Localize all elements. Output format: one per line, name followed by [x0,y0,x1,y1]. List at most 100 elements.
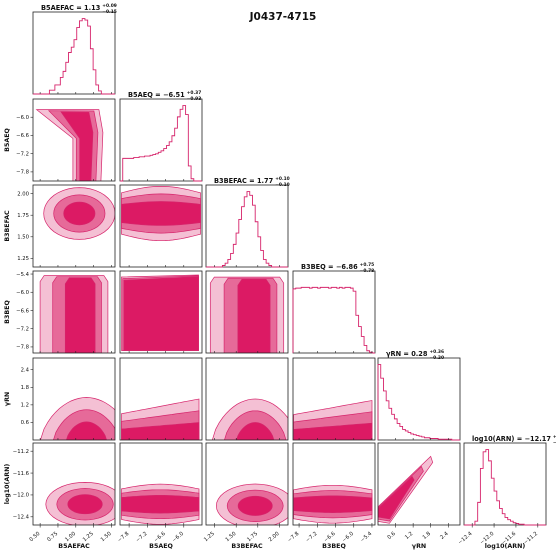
contour-group [121,274,199,351]
x-tick-label-B3BEQ: −7.2 [305,531,319,544]
y-tick-label-B3BEQ: −5.4 [16,272,29,278]
x-tick-label-gamma_RN: 1.8 [422,531,433,541]
param-err-plus-B3BEQ: +0.75 [360,262,375,268]
contour-level-3 [66,421,107,440]
hist-step-B3BEQ [292,286,375,354]
contour-group [121,398,200,440]
contour-level-3 [237,495,273,516]
param-err-minus-log10_A_RN: −0.12 [553,440,556,446]
y-tick-label-log10_A_RN: −11.2 [13,449,29,455]
contour-group [40,397,115,440]
x-tick-label-gamma_RN: 1.2 [404,531,414,541]
contour-panel-B5AEQ-gamma_RN [119,357,203,441]
y-tick-label-gamma_RN: 2.4 [21,368,30,374]
x-tick-label-log10_A_RN: −12.4 [457,531,474,546]
panel-frame [205,357,289,441]
contour-panel-gamma_RN-log10_A_RN [377,442,461,526]
y-tick-label-B3BEQ: −6.6 [16,308,29,314]
param-title-log10_A_RN: log10(ARN) = −12.17 [472,435,551,443]
y-tick-label-B5AEQ: −7.8 [16,170,29,176]
panel-frame [377,442,461,526]
hist-step-B5AEQ [120,105,202,182]
contour-panel-B5AEQ-B3BEQ [119,270,203,354]
x-tick-label-B3BEFAC: 1.75 [246,531,259,543]
contour-group [209,276,285,353]
y-tick-label-B5AEQ: −6.6 [16,133,29,139]
hist-panel-log10_A_RN: log10(ARN) = −12.17+0.17−0.12 [463,434,556,526]
y-tick-label-B3BEQ: −6.0 [16,290,29,296]
x-tick-label-B3BEFAC: 1.25 [203,531,216,543]
y-axis-label-log10_A_RN: log10(ARN) [4,464,11,505]
contour-panel-B5AEFAC-gamma_RN [32,357,116,441]
x-axis-label-B5AEQ: B5AEQ [149,543,173,550]
panel-frame [32,442,116,526]
contour-level-3 [121,495,200,514]
contour-panel-B5AEFAC-B5AEQ [32,98,116,182]
contour-level-3 [121,201,201,226]
hist-frame [32,11,116,95]
y-axis-label-B3BEFAC: B3BEFAC [4,210,11,242]
x-tick-label-B5AEFAC: 0.50 [29,531,42,544]
x-tick-label-B5AEQ: −7.8 [117,531,131,544]
param-err-minus-B5AEFAC: −0.15 [102,9,117,15]
contour-level-3 [236,422,275,440]
param-err-minus-B3BEFAC: −0.10 [275,182,290,188]
param-title-B3BEFAC: B3BEFAC = 1.77 [214,177,274,185]
y-tick-label-B5AEQ: −6.0 [16,115,29,121]
contour-group [121,483,200,525]
x-axis-label-gamma_RN: γRN [412,543,426,550]
x-tick-label-B5AEQ: −7.2 [135,531,149,544]
x-tick-label-B5AEQ: −6.0 [171,531,185,544]
contour-panel-B5AEFAC-B3BEQ [32,270,116,354]
panel-frame [205,442,289,526]
param-err-plus-gamma_RN: +0.36 [429,349,444,355]
panel-frame [119,184,203,268]
panel-frame [119,270,203,354]
hist-panel-B5AEQ: B5AEQ = −6.51 +0.37−0.93 [119,90,203,182]
y-tick-label-log10_A_RN: −12.0 [13,493,30,499]
y-tick-label-gamma_RN: 1.2 [21,403,29,409]
contour-level-3 [378,476,415,520]
contour-level-3 [60,111,94,181]
contour-level-3 [64,277,96,353]
contour-group [45,482,115,525]
x-axis-label-log10_A_RN: log10(ARN) [485,543,526,550]
y-axis-label-B5AEQ: B5AEQ [4,128,11,152]
y-tick-label-B3BEFAC: 1.75 [17,213,29,219]
contour-panel-B3BEFAC-B3BEQ [205,270,289,354]
x-axis-label-B3BEQ: B3BEQ [322,543,346,550]
y-tick-label-B3BEFAC: 1.25 [17,256,29,262]
y-tick-label-log10_A_RN: −11.6 [13,471,30,477]
x-tick-label-B5AEFAC: 1.00 [64,531,77,544]
hist-step-log10_A_RN [464,449,546,526]
contour-panel-B5AEFAC-B3BEFAC [32,184,116,268]
x-axis-label-B5AEFAC: B5AEFAC [58,543,90,550]
x-tick-label-B3BEQ: −6.6 [323,531,337,544]
x-tick-label-B5AEQ: −6.6 [153,531,167,544]
hist-panel-B3BEQ: B3BEQ = −6.86 +0.75−0.78 [292,262,376,354]
x-tick-label-B3BEQ: −5.4 [360,531,374,544]
param-err-minus-gamma_RN: −0.20 [429,355,444,361]
param-err-minus-B5AEQ: −0.93 [187,96,202,102]
panel-frame [292,357,376,441]
hist-step-B5AEFAC [33,18,115,95]
y-tick-label-B3BEQ: −7.8 [16,345,29,351]
panel-frame [292,442,376,526]
hist-frame [377,357,461,441]
y-tick-label-B3BEFAC: 2.00 [17,191,29,197]
x-axis-label-B3BEFAC: B3BEFAC [231,543,263,550]
hist-step-B3BEFAC [206,191,288,268]
y-tick-label-B3BEFAC: 1.50 [17,235,29,241]
contour-panel-B3BEFAC-gamma_RN [205,357,289,441]
contour-level-3 [63,201,96,226]
contour-group [43,187,115,240]
y-axis-label-B3BEQ: B3BEQ [4,300,11,324]
contour-panel-B3BEQ-log10_A_RN [292,442,376,526]
x-tick-label-B3BEQ: −7.8 [287,531,301,544]
y-tick-label-log10_A_RN: −12.4 [13,515,30,521]
y-tick-label-gamma_RN: 1.8 [21,385,30,391]
hist-frame [205,184,289,268]
y-axis-label-gamma_RN: γRN [4,392,11,406]
contour-panel-B5AEQ-log10_A_RN [119,442,203,526]
contour-group [121,185,201,242]
